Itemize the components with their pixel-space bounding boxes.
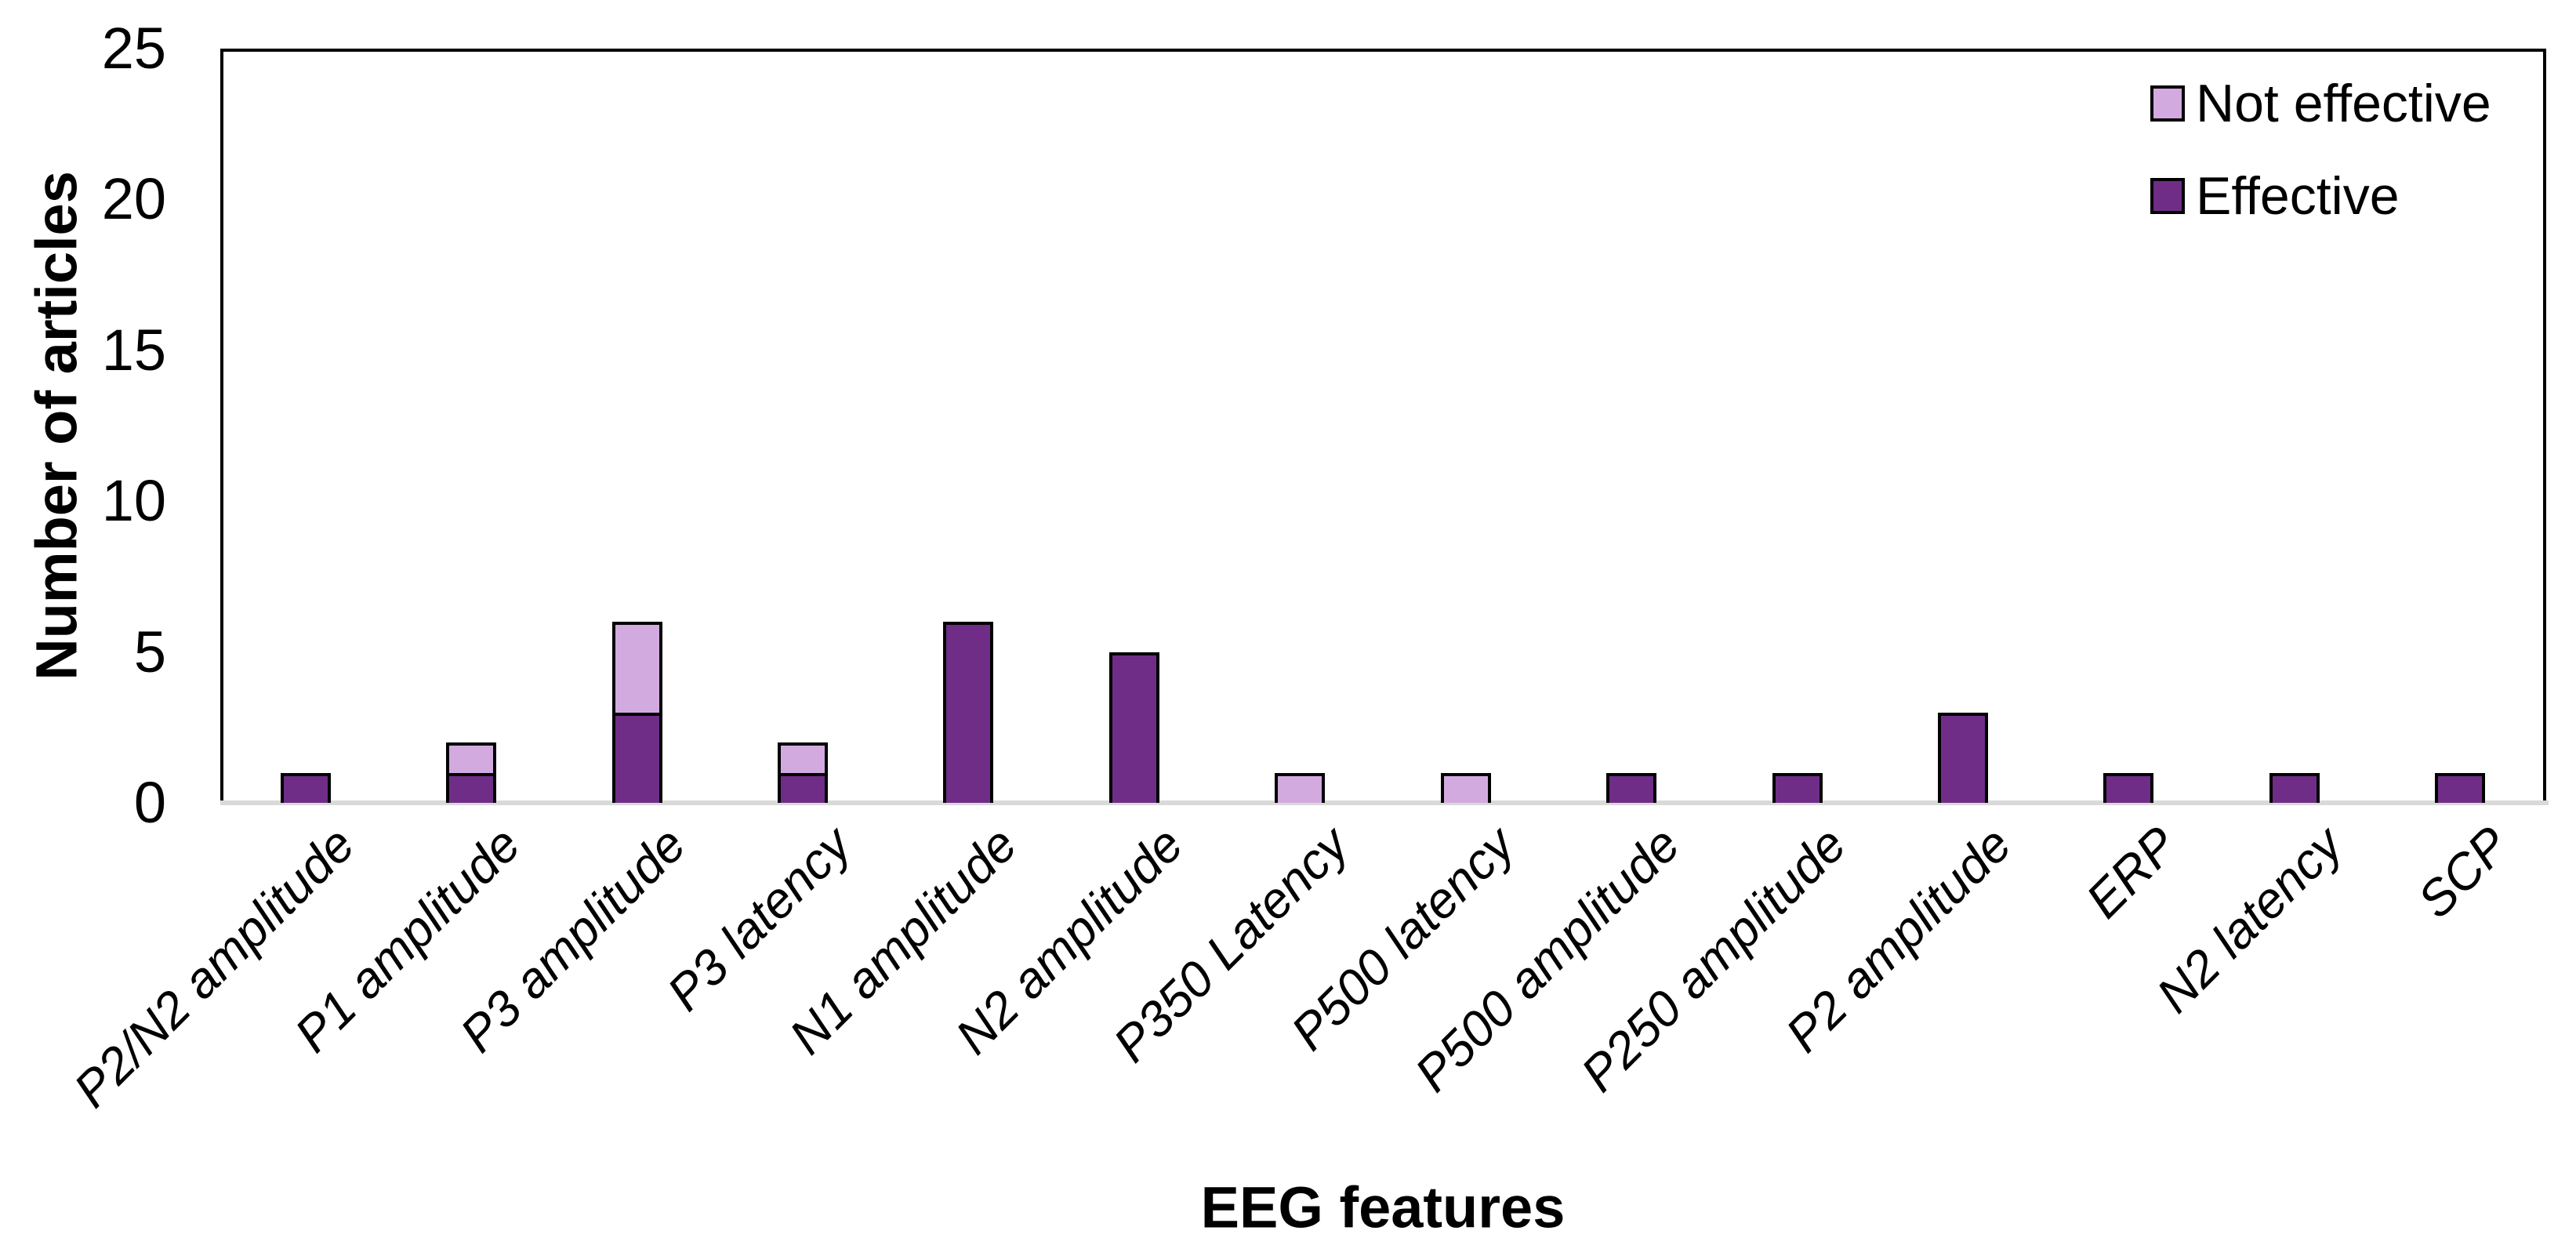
- bar-segment-effective: [1938, 712, 1988, 803]
- bar-segment-effective: [280, 772, 331, 803]
- bar-segment-effective: [943, 622, 994, 803]
- bar-segment-effective: [1606, 772, 1657, 803]
- x-category-label: P2/N2 amplitude: [62, 815, 365, 1119]
- bar-segment-not-effective: [611, 622, 662, 713]
- y-tick-label: 0: [133, 770, 166, 835]
- y-tick-label: 25: [101, 16, 166, 81]
- x-category-label: SCP: [2406, 815, 2520, 929]
- y-axis-title: Number of articles: [24, 171, 89, 681]
- x-axis-title: EEG features: [1200, 1174, 1566, 1240]
- legend-item-effective: Effective: [2150, 169, 2400, 223]
- bar-segment-effective: [2435, 772, 2486, 803]
- y-tick-label: 10: [101, 468, 166, 534]
- x-category-label: ERP: [2074, 815, 2188, 929]
- bar-segment-not-effective: [446, 742, 497, 773]
- legend-label-effective: Effective: [2196, 166, 2400, 226]
- bar-segment-effective: [446, 772, 497, 803]
- y-tick-label: 20: [101, 166, 166, 232]
- legend-label-not-effective: Not effective: [2196, 74, 2491, 133]
- legend-swatch-effective: [2150, 178, 2185, 214]
- bar-segment-effective: [2103, 772, 2154, 803]
- bar-segment-effective: [778, 772, 828, 803]
- y-axis-line: [220, 49, 223, 804]
- x-axis-baseline: [220, 800, 2549, 805]
- plot-border-right: [2543, 49, 2546, 804]
- y-tick-label: 15: [101, 317, 166, 383]
- bar-segment-not-effective: [1440, 772, 1491, 803]
- bar-segment-effective: [1108, 652, 1159, 803]
- legend-swatch-not-effective: [2150, 85, 2185, 122]
- bar-segment-effective: [1772, 772, 1823, 803]
- bar-segment-not-effective: [1275, 772, 1326, 803]
- bar-segment-effective: [2269, 772, 2320, 803]
- bar-segment-not-effective: [778, 742, 828, 773]
- y-tick-label: 5: [133, 619, 166, 684]
- legend-item-not-effective: Not effective: [2150, 76, 2491, 131]
- plot-border-top: [220, 49, 2546, 52]
- bar-segment-effective: [611, 712, 662, 803]
